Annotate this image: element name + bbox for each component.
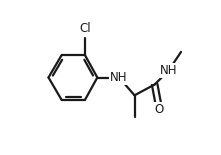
Text: Cl: Cl: [79, 22, 91, 35]
Text: NH: NH: [110, 71, 128, 84]
Text: O: O: [155, 103, 164, 116]
Text: NH: NH: [160, 64, 177, 77]
